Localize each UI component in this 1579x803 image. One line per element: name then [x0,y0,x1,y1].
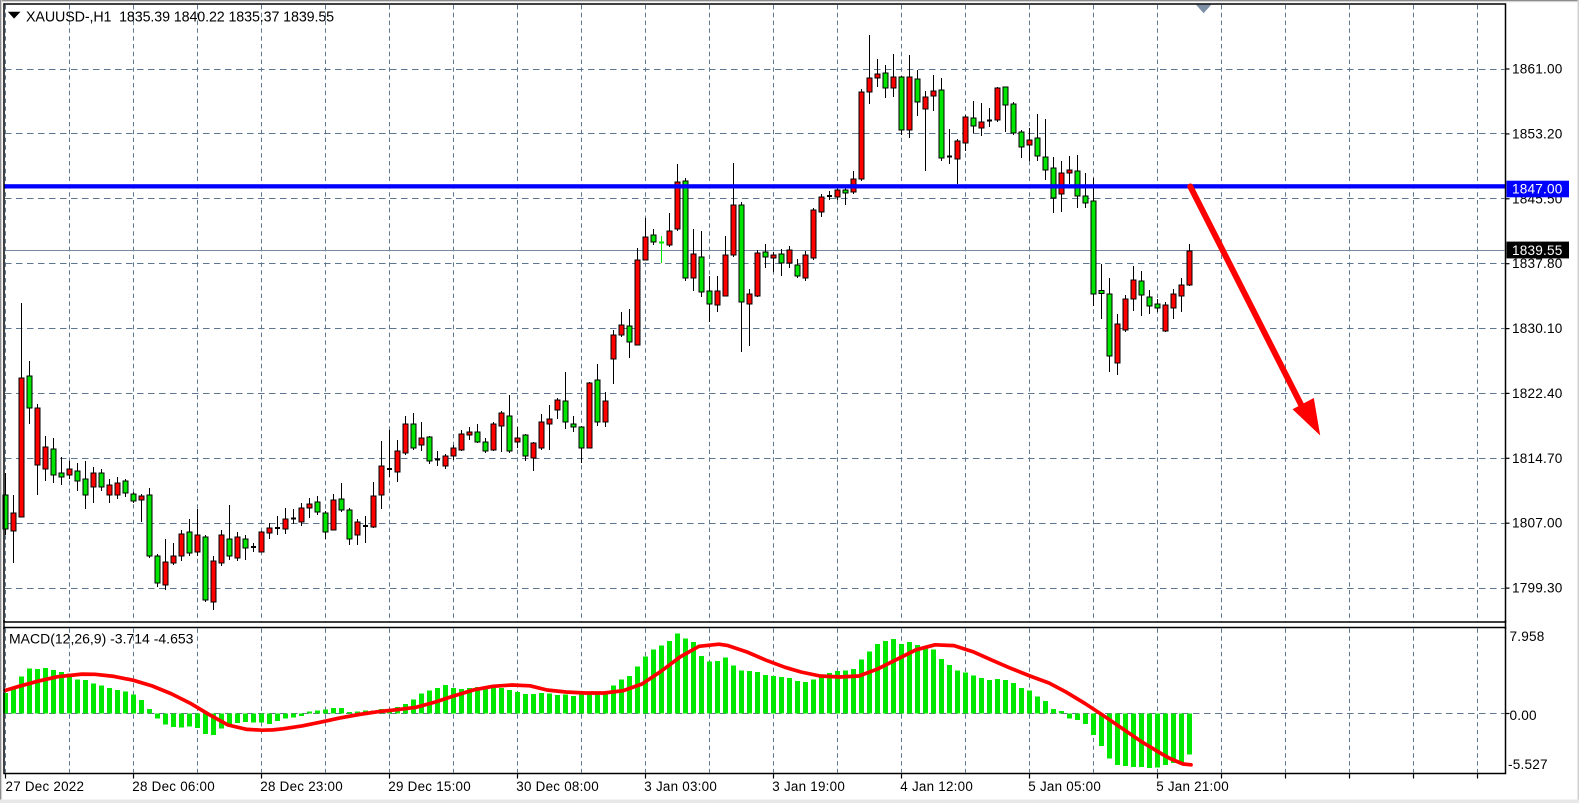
svg-text:29 Dec 15:00: 29 Dec 15:00 [388,779,471,794]
svg-text:5 Jan 21:00: 5 Jan 21:00 [1156,779,1229,794]
svg-text:30 Dec 08:00: 30 Dec 08:00 [516,779,599,794]
svg-text:3 Jan 03:00: 3 Jan 03:00 [644,779,717,794]
svg-text:1799.30: 1799.30 [1512,581,1563,596]
svg-text:-5.527: -5.527 [1508,757,1548,772]
svg-text:XAUUSD-,H1 1835.39 1840.22 18: XAUUSD-,H1 1835.39 1840.22 1835.37 1839.… [26,9,334,25]
svg-text:1822.40: 1822.40 [1512,386,1563,401]
svg-text:4 Jan 12:00: 4 Jan 12:00 [900,779,973,794]
svg-text:5 Jan 05:00: 5 Jan 05:00 [1028,779,1101,794]
svg-text:1814.70: 1814.70 [1512,451,1563,466]
svg-text:1807.00: 1807.00 [1512,516,1563,531]
svg-text:1861.00: 1861.00 [1512,62,1563,77]
svg-text:0.00: 0.00 [1510,708,1537,723]
svg-text:1847.00: 1847.00 [1512,182,1563,197]
svg-text:3 Jan 19:00: 3 Jan 19:00 [772,779,845,794]
svg-text:1830.10: 1830.10 [1512,321,1563,336]
svg-text:28 Dec 23:00: 28 Dec 23:00 [260,779,343,794]
svg-text:MACD(12,26,9) -3.714 -4.653: MACD(12,26,9) -3.714 -4.653 [9,631,194,647]
svg-text:1853.20: 1853.20 [1512,126,1563,141]
svg-text:7.958: 7.958 [1510,629,1545,644]
svg-text:1837.80: 1837.80 [1512,256,1563,271]
svg-text:1839.55: 1839.55 [1512,243,1563,258]
svg-text:27 Dec 2022: 27 Dec 2022 [6,779,85,794]
svg-text:28 Dec 06:00: 28 Dec 06:00 [132,779,215,794]
